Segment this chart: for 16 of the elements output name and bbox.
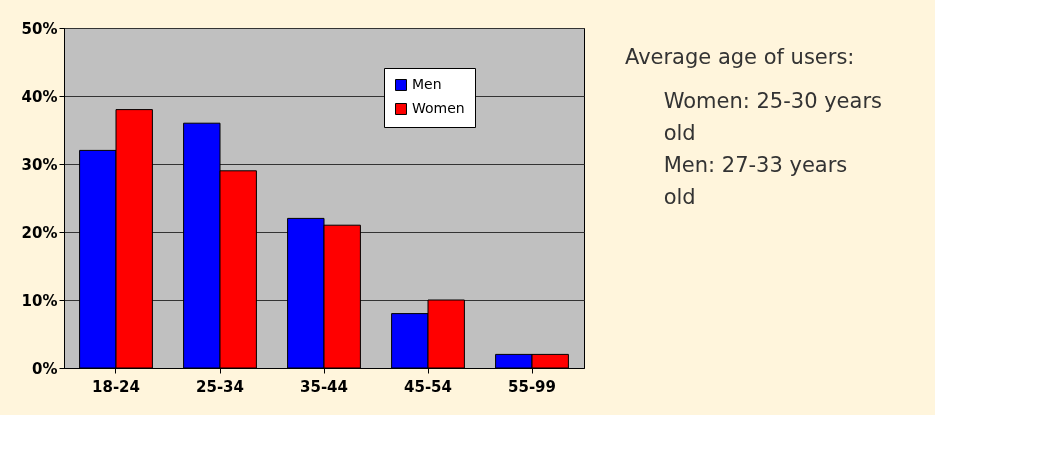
legend-label: Men [412,76,442,92]
text: Women: 25-30 years old [663,89,882,145]
legend-label: Women [412,100,465,116]
y-tick-label: 50% [21,19,58,38]
text: Men: 27-33 years old [663,153,848,209]
y-tick-label: 30% [21,155,58,174]
y-tick-label: 20% [21,223,58,242]
y-tick-label: 40% [21,87,58,106]
x-tick-label: 35-44 [300,377,348,396]
x-tick-label: 45-54 [404,377,452,396]
x-tick-label: 55-99 [508,377,556,396]
x-tick-label: 25-34 [196,377,244,396]
y-tick-label: 10% [21,291,58,310]
text: Average age of users: [625,45,855,69]
y-tick-label: 0% [32,359,58,378]
x-tick-label: 18-24 [92,377,140,396]
